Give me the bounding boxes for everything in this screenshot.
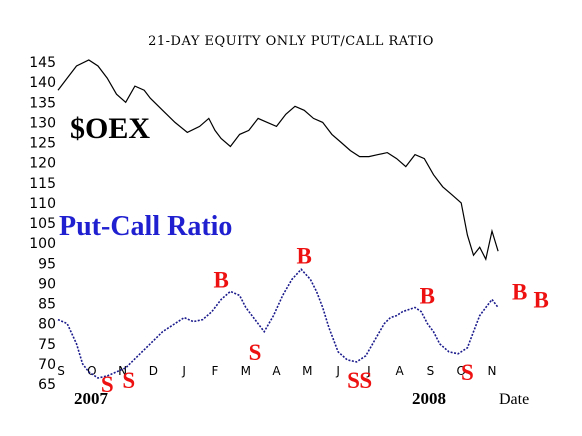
y-tick-label: 85 xyxy=(38,297,56,313)
pcr-series-line xyxy=(57,268,499,379)
sell-signal-marker: S xyxy=(347,368,360,393)
y-tick-label: 105 xyxy=(29,216,56,232)
x-tick-label: M xyxy=(302,364,312,378)
sell-signal-marker: S xyxy=(249,340,262,365)
year-label-2008: 2008 xyxy=(412,389,446,408)
y-tick-label: 65 xyxy=(38,377,56,393)
sell-signal-marker: S xyxy=(359,368,372,393)
x-tick-label: M xyxy=(241,364,251,378)
sell-signal-marker: S xyxy=(101,372,114,397)
buy-signal-marker: B xyxy=(297,243,312,268)
x-tick-label: O xyxy=(87,364,96,378)
x-axis-label: Date xyxy=(499,391,529,408)
x-tick-label: J xyxy=(335,364,340,378)
y-tick-label: 145 xyxy=(29,55,56,71)
oex-series-line xyxy=(57,59,499,261)
y-tick-label: 95 xyxy=(38,256,56,272)
y-axis-ticks: 145 140 135 130 125 120 115 110 105 100 95 90 85 80 75… xyxy=(29,55,56,393)
y-tick-label: 140 xyxy=(29,75,56,91)
y-tick-label: 90 xyxy=(38,276,56,292)
chart-title: 21-DAY EQUITY ONLY PUT/CALL RATIO xyxy=(148,34,434,49)
y-tick-label: 75 xyxy=(38,337,56,353)
oex-series-label: $OEX xyxy=(70,112,150,145)
x-tick-label: D xyxy=(149,364,158,378)
buy-signal-marker: B xyxy=(534,288,549,313)
x-tick-label: A xyxy=(396,364,405,378)
sell-signal-marker: S xyxy=(122,368,135,393)
y-tick-label: 80 xyxy=(38,317,56,333)
x-tick-label: F xyxy=(212,364,219,378)
x-tick-label: N xyxy=(487,364,496,378)
y-tick-label: 115 xyxy=(29,176,56,192)
y-tick-label: 70 xyxy=(38,357,56,373)
year-label-2007: 2007 xyxy=(74,389,109,408)
series-layer xyxy=(57,59,499,379)
x-tick-label: N xyxy=(118,364,127,378)
buy-signal-marker: B xyxy=(213,267,228,292)
x-tick-label: O xyxy=(456,364,465,378)
pcr-series-label: Put-Call Ratio xyxy=(59,211,232,242)
y-tick-label: 100 xyxy=(29,236,56,252)
y-tick-label: 135 xyxy=(29,95,56,111)
y-tick-label: 120 xyxy=(29,156,56,172)
y-tick-label: 110 xyxy=(29,196,56,212)
x-tick-label: S xyxy=(427,364,435,378)
buy-signal-marker: B xyxy=(512,279,527,304)
y-tick-label: 130 xyxy=(29,115,56,131)
x-tick-label: J xyxy=(181,364,186,378)
x-tick-label: A xyxy=(272,364,281,378)
x-tick-label: J xyxy=(366,364,371,378)
x-tick-label: S xyxy=(57,364,65,378)
sell-signal-marker: S xyxy=(461,360,474,385)
y-tick-label: 125 xyxy=(29,136,56,152)
buy-signal-marker: B xyxy=(420,284,435,309)
